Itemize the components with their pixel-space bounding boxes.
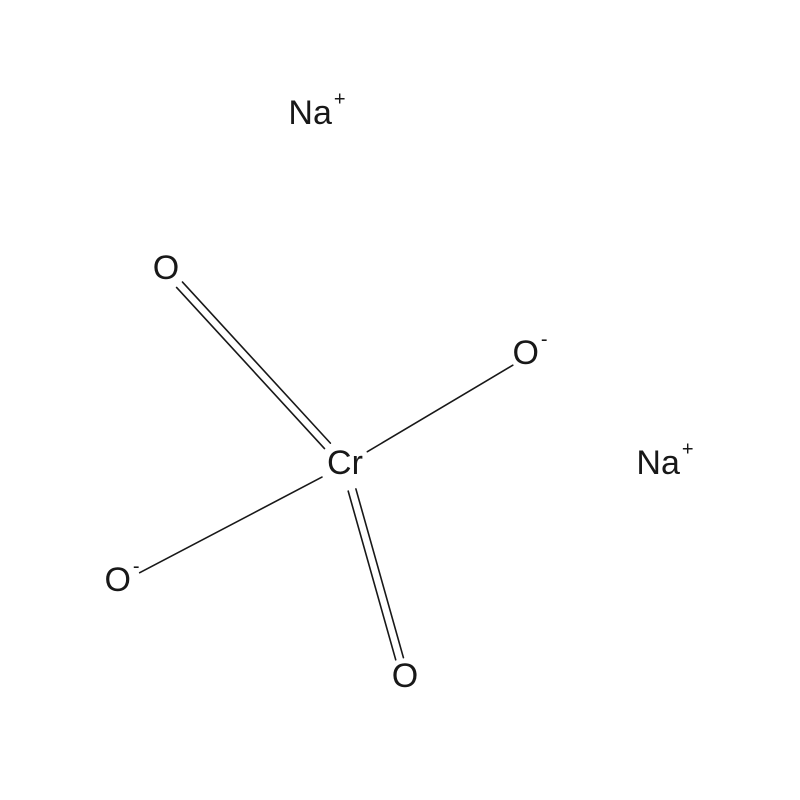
atoms-group: Cr O O- O- O Na+ Na+ — [104, 89, 693, 695]
atom-label-o_top_left: O — [153, 249, 179, 287]
atom-label-o_bottom_left: O- — [104, 556, 139, 599]
bond-line — [348, 491, 396, 660]
bond-line — [177, 287, 325, 448]
bond-line — [367, 365, 512, 451]
atom-label-o_top_right: O- — [512, 329, 547, 372]
atom-label-na_right: Na+ — [636, 439, 693, 482]
atom-label-o_bottom: O — [392, 657, 418, 695]
bond-line — [356, 489, 404, 658]
molecule-diagram: Cr O O- O- O Na+ Na+ — [0, 0, 800, 800]
atom-label-na_top: Na+ — [288, 89, 345, 132]
atom-label-center: Cr — [327, 444, 363, 482]
bond-line — [140, 477, 322, 573]
bond-line — [182, 282, 330, 443]
